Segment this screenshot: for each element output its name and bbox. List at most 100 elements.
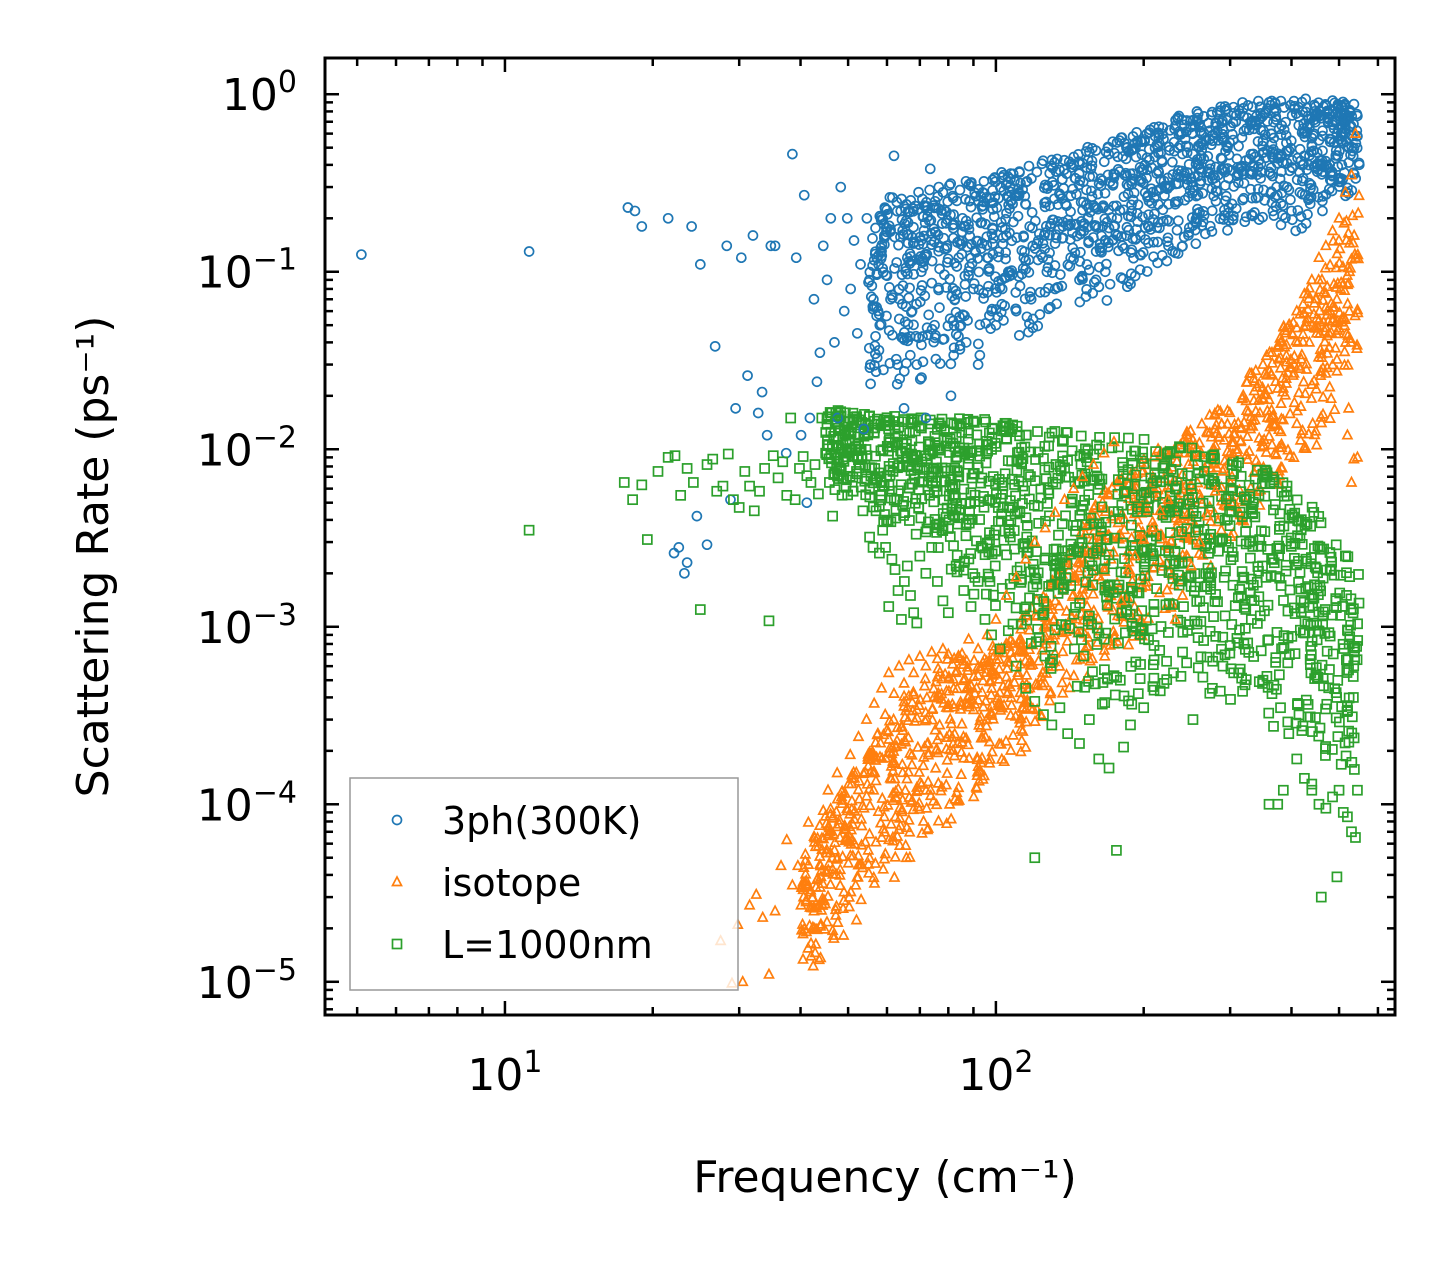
- band-point: [1004, 591, 1015, 603]
- band-point: [1232, 161, 1244, 173]
- band-point: [1274, 173, 1286, 185]
- data-point: [759, 463, 770, 474]
- band-point: [1146, 623, 1158, 635]
- band-point: [978, 287, 989, 299]
- band-point: [1343, 736, 1355, 748]
- data-point: [1117, 240, 1128, 252]
- band-point: [906, 451, 918, 463]
- band-point: [1092, 569, 1105, 581]
- band-point: [1167, 599, 1179, 610]
- data-point: [786, 878, 799, 890]
- data-point: [1103, 762, 1115, 774]
- band-point: [887, 793, 900, 806]
- band-point: [1259, 195, 1270, 206]
- data-point: [1204, 163, 1216, 175]
- band-point: [993, 474, 1005, 485]
- data-point: [1337, 277, 1350, 289]
- band-point: [1019, 538, 1031, 549]
- band-point: [1273, 669, 1285, 681]
- band-point: [1284, 584, 1296, 596]
- band-point: [1243, 479, 1255, 491]
- band-point: [921, 691, 933, 703]
- band-point: [864, 798, 876, 811]
- band-point: [1045, 640, 1057, 652]
- band-point: [948, 219, 960, 230]
- band-point: [1320, 703, 1331, 715]
- band-point: [1317, 205, 1328, 217]
- band-point: [955, 767, 968, 780]
- band-point: [864, 266, 876, 278]
- band-point: [977, 700, 990, 712]
- band-point: [1342, 704, 1353, 716]
- band-point: [848, 804, 861, 816]
- band-point: [1067, 242, 1079, 254]
- band-point: [1004, 578, 1016, 590]
- band-point: [1043, 303, 1055, 315]
- band-point: [1317, 125, 1328, 137]
- band-point: [972, 693, 985, 705]
- data-point: [1263, 798, 1275, 810]
- band-point: [959, 279, 971, 290]
- band-point: [936, 218, 948, 229]
- data-point: [1046, 719, 1058, 731]
- band-point: [1240, 211, 1252, 223]
- band-point: [1035, 670, 1048, 682]
- band-point: [1287, 450, 1300, 462]
- band-point: [987, 238, 999, 250]
- band-point: [956, 248, 968, 260]
- band-point: [1278, 102, 1290, 113]
- band-point: [961, 660, 974, 672]
- band-point: [1169, 483, 1181, 495]
- band-point: [1350, 341, 1363, 353]
- band-point: [1021, 531, 1033, 543]
- band-point: [1280, 565, 1292, 577]
- band-point: [985, 665, 998, 677]
- band-point: [976, 772, 989, 784]
- band-point: [917, 814, 930, 826]
- band-point: [1117, 461, 1129, 473]
- band-point: [1199, 581, 1211, 593]
- data-point: [886, 553, 898, 565]
- band-point: [1178, 231, 1190, 243]
- band-point: [1058, 164, 1070, 176]
- band-point: [1293, 101, 1304, 113]
- band-point: [1065, 538, 1077, 550]
- band-point: [866, 280, 878, 292]
- band-point: [945, 474, 957, 485]
- data-point: [618, 477, 630, 488]
- band-point: [1278, 124, 1290, 136]
- band-point: [1207, 472, 1218, 484]
- data-point: [1303, 335, 1316, 347]
- band-point: [967, 669, 980, 682]
- band-point: [907, 685, 920, 697]
- band-point: [819, 865, 832, 877]
- band-point: [1291, 494, 1303, 506]
- band-point: [1119, 553, 1130, 564]
- band-point: [952, 780, 965, 793]
- band-point: [890, 505, 902, 517]
- data-point: [668, 547, 680, 559]
- band-point: [1237, 685, 1248, 697]
- band-point: [1160, 599, 1172, 611]
- band-point: [998, 754, 1011, 767]
- data-point: [1345, 475, 1358, 487]
- data-point: [1324, 304, 1337, 316]
- band-point: [1122, 479, 1134, 490]
- band-point: [1130, 469, 1142, 481]
- band-point: [1295, 602, 1307, 614]
- band-point: [1193, 164, 1205, 175]
- band-point: [1349, 764, 1360, 775]
- band-point: [1270, 201, 1282, 212]
- data-point: [780, 833, 793, 845]
- band-point: [896, 298, 908, 310]
- data-point: [797, 882, 810, 895]
- band-point: [1043, 580, 1054, 592]
- band-point: [1198, 111, 1210, 122]
- band-point: [1296, 175, 1308, 187]
- band-point: [1001, 207, 1012, 219]
- band-point: [1214, 512, 1225, 524]
- band-point: [1076, 537, 1087, 548]
- band-point: [1315, 416, 1328, 428]
- data-point: [1294, 187, 1306, 198]
- band-point: [1072, 547, 1084, 558]
